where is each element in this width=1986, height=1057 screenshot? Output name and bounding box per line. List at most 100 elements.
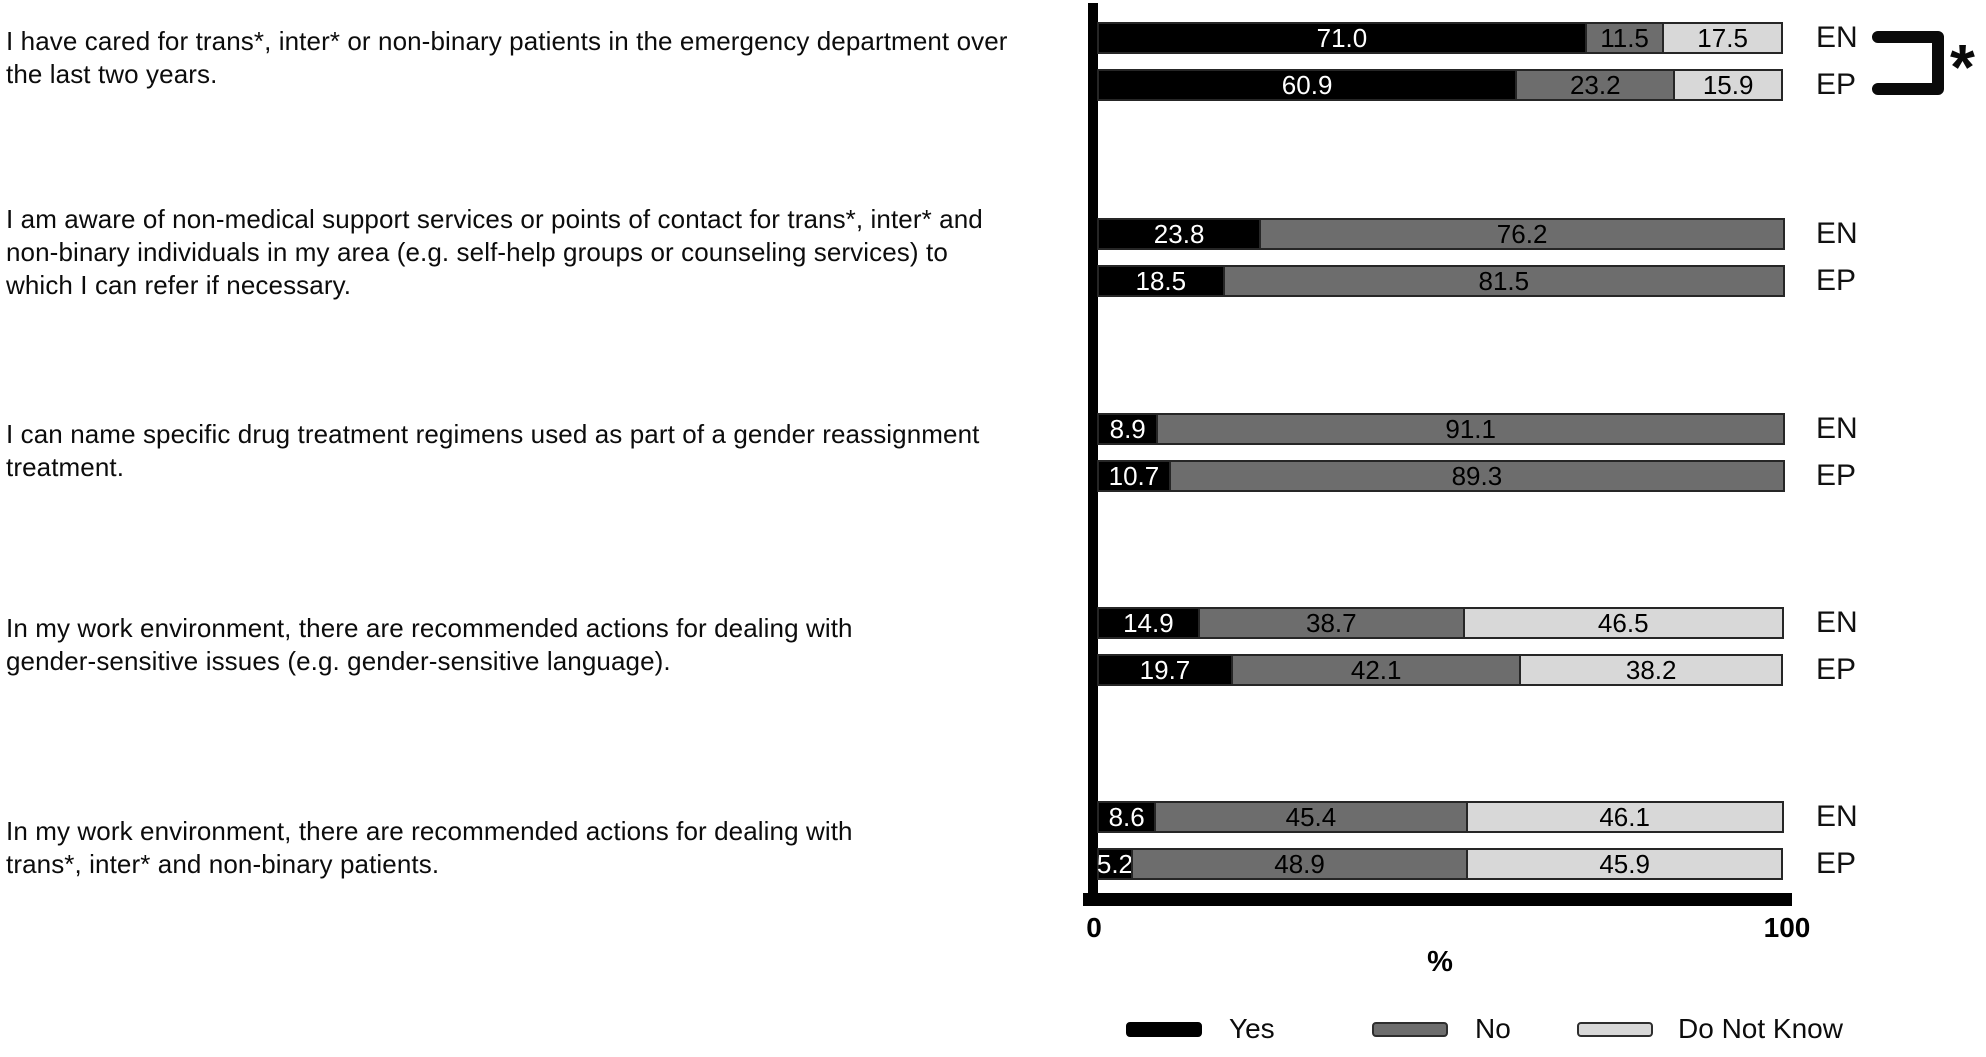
row-label-ep: EP [1816,459,1857,492]
bracket-icon [1872,31,1944,95]
row-label-en: EN [1816,800,1858,833]
x-axis-title: % [1427,946,1453,978]
bar-segment-do-not-know: 46.1 [1465,801,1784,833]
bar-segment-yes: 14.9 [1097,607,1200,639]
segment-value-label: 19.7 [1139,654,1191,685]
legend-label-no: No [1475,1013,1511,1044]
bar-segment-no: 89.3 [1168,460,1785,492]
bar-segment-yes: 23.8 [1097,218,1262,250]
question-text: I have cared for trans*, inter* or non-b… [6,25,1008,91]
legend-swatch-no [1372,1022,1448,1037]
segment-value-label: 42.1 [1350,654,1402,685]
legend-swatch-do-not-know [1577,1022,1653,1037]
segment-value-label: 46.5 [1597,607,1649,638]
segment-value-label: 23.8 [1153,218,1205,249]
stacked-bar-en: 14.9 38.7 46.5 [1097,607,1784,639]
segment-value-label: 91.1 [1445,413,1496,444]
row-label-en: EN [1816,21,1858,54]
segment-value-label: 38.7 [1306,607,1357,638]
segment-value-label: 48.9 [1274,848,1325,879]
segment-value-label: 15.9 [1702,69,1754,100]
segment-value-label: 5.2 [1096,848,1134,879]
bar-segment-no: 76.2 [1259,218,1785,250]
question-line: In my work environment, there are recomm… [6,613,853,643]
bar-segment-no: 42.1 [1230,654,1522,686]
bar-segment-no: 45.4 [1154,801,1468,833]
segment-value-label: 38.2 [1625,654,1677,685]
bar-segment-do-not-know: 46.5 [1462,607,1784,639]
question-line: the last two years. [6,59,218,89]
segment-value-label: 45.9 [1599,848,1650,879]
question-text: I am aware of non-medical support servic… [6,203,983,302]
segment-value-label: 8.6 [1108,801,1145,832]
significance-bracket-group1: * [1868,8,1986,116]
segment-value-label: 45.4 [1285,801,1337,832]
question-line: treatment. [6,452,125,482]
bar-segment-no: 48.9 [1130,848,1469,880]
segment-value-label: 18.5 [1135,265,1187,296]
bar-segment-do-not-know: 38.2 [1519,654,1783,686]
row-label-en: EN [1816,606,1858,639]
bar-segment-no: 11.5 [1584,22,1665,54]
bar-segment-yes: 8.6 [1097,801,1157,833]
bar-segment-no: 23.2 [1515,69,1676,101]
bar-segment-yes: 71.0 [1097,22,1587,54]
bar-segment-yes: 18.5 [1097,265,1225,297]
question-text: I can name specific drug treatment regim… [6,418,980,484]
segment-value-label: 89.3 [1451,460,1503,491]
question-line: I am aware of non-medical support servic… [6,204,983,234]
question-line: I can name specific drug treatment regim… [6,419,980,449]
segment-value-label: 76.2 [1496,218,1548,249]
asterisk-icon: * [1950,31,1975,103]
stacked-bar-ep: 19.7 42.1 38.2 [1097,654,1783,686]
segment-value-label: 11.5 [1600,22,1649,53]
stacked-bar-en: 8.6 45.4 46.1 [1097,801,1784,833]
question-line: In my work environment, there are recomm… [6,816,853,846]
bar-segment-yes: 5.2 [1097,848,1133,880]
x-axis-line [1083,893,1792,906]
question-text: In my work environment, there are recomm… [6,815,853,881]
question-line: gender-sensitive issues (e.g. gender-sen… [6,646,671,676]
bar-segment-yes: 19.7 [1097,654,1233,686]
row-label-ep: EP [1816,264,1857,297]
segment-value-label: 14.9 [1123,607,1174,638]
row-label-ep: EP [1816,653,1857,686]
segment-value-label: 23.2 [1569,69,1621,100]
stacked-bar-en: 23.8 76.2 [1097,218,1785,250]
bar-segment-do-not-know: 15.9 [1673,69,1783,101]
bar-segment-do-not-know: 17.5 [1662,22,1783,54]
row-label-en: EN [1816,217,1858,250]
question-line: non-binary individuals in my area (e.g. … [6,237,948,267]
segment-value-label: 46.1 [1599,801,1650,832]
question-line: trans*, inter* and non-binary patients. [6,849,440,879]
segment-value-label: 71.0 [1316,22,1368,53]
stacked-bar-ep: 5.2 48.9 45.9 [1097,848,1783,880]
stacked-bar-en: 8.9 91.1 [1097,413,1785,445]
bar-segment-yes: 10.7 [1097,460,1171,492]
bar-segment-no: 38.7 [1197,607,1465,639]
bar-segment-yes: 60.9 [1097,69,1518,101]
legend-label-yes: Yes [1229,1013,1275,1044]
legend-label-do-not-know: Do Not Know [1678,1013,1843,1044]
question-line: I have cared for trans*, inter* or non-b… [6,26,1008,56]
segment-value-label: 8.9 [1109,413,1146,444]
question-line: which I can refer if necessary. [6,270,352,300]
stacked-bar-ep: 18.5 81.5 [1097,265,1785,297]
segment-value-label: 17.5 [1697,22,1748,53]
row-label-en: EN [1816,412,1858,445]
segment-value-label: 81.5 [1478,265,1530,296]
bar-segment-no: 81.5 [1222,265,1785,297]
row-label-ep: EP [1816,847,1857,880]
stacked-bar-ep: 10.7 89.3 [1097,460,1785,492]
legend-swatch-yes [1126,1022,1202,1037]
segment-value-label: 60.9 [1281,69,1333,100]
bar-segment-do-not-know: 45.9 [1466,848,1783,880]
stacked-bar-en: 71.0 11.5 17.5 [1097,22,1783,54]
stacked-bar-ep: 60.9 23.2 15.9 [1097,69,1783,101]
row-label-ep: EP [1816,68,1857,101]
x-tick-100: 100 [1763,912,1811,943]
bar-segment-no: 91.1 [1156,413,1785,445]
y-axis-line [1088,3,1098,905]
question-text: In my work environment, there are recomm… [6,612,853,678]
